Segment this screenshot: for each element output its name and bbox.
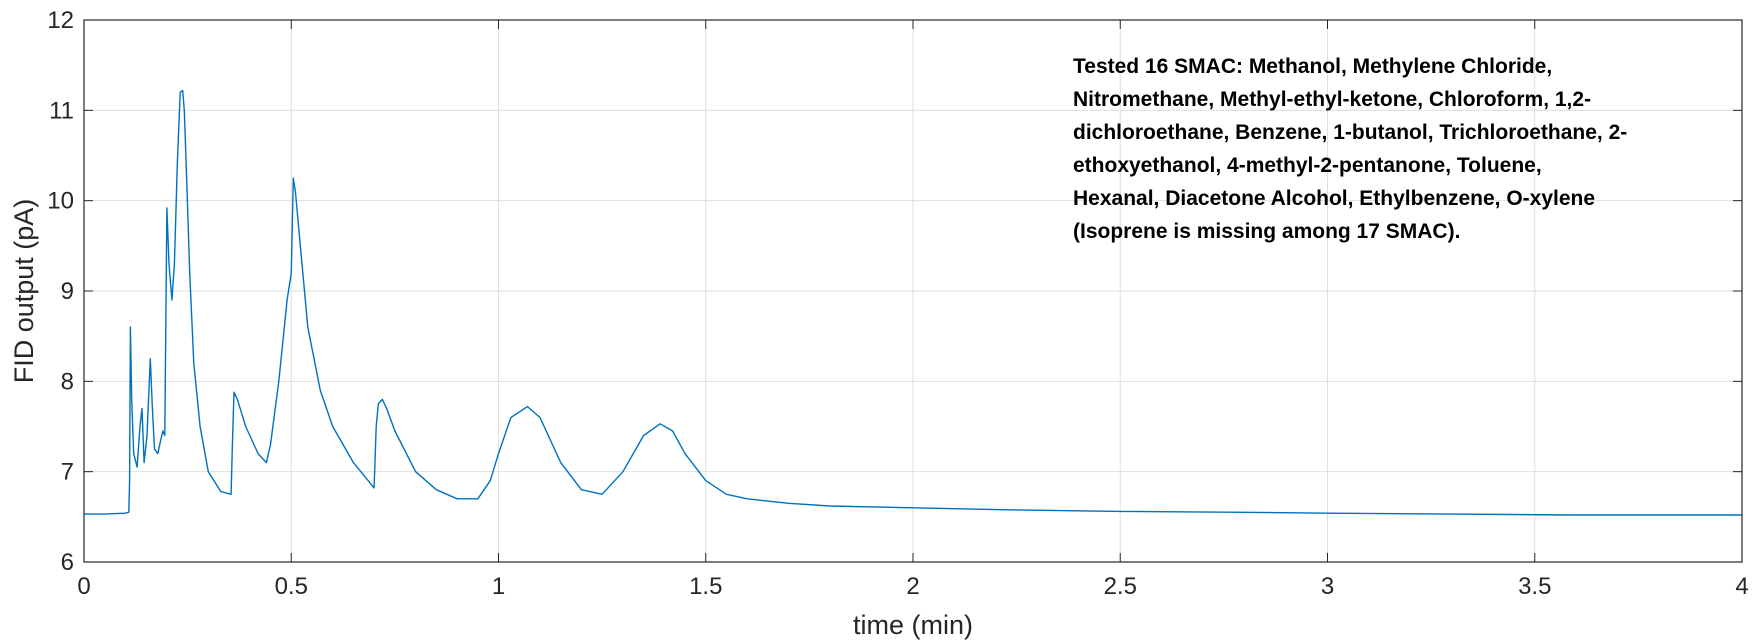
x-tick-label: 3.5 bbox=[1518, 573, 1551, 600]
x-tick-label: 1 bbox=[492, 573, 505, 600]
y-axis-label: FID output (pA) bbox=[9, 199, 39, 384]
x-axis-label: time (min) bbox=[853, 610, 973, 640]
y-tick-label: 6 bbox=[61, 549, 74, 576]
tick-marks bbox=[83, 19, 1743, 563]
x-tick-labels: 0 0.5 1 1.5 2 2.5 3 3.5 4 bbox=[77, 573, 1748, 600]
x-tick-label: 1.5 bbox=[689, 573, 722, 600]
y-tick-label: 12 bbox=[47, 7, 74, 34]
y-tick-label: 9 bbox=[61, 278, 74, 305]
series-group bbox=[84, 89, 1742, 516]
x-tick-label: 0 bbox=[77, 573, 90, 600]
y-tick-label: 7 bbox=[61, 459, 74, 486]
y-tick-label: 10 bbox=[47, 188, 74, 215]
x-tick-label: 4 bbox=[1735, 573, 1748, 600]
x-tick-label: 2 bbox=[906, 573, 919, 600]
series-line bbox=[84, 89, 1742, 516]
x-tick-label: 0.5 bbox=[275, 573, 308, 600]
y-tick-label: 11 bbox=[49, 97, 74, 124]
x-tick-label: 2.5 bbox=[1104, 573, 1137, 600]
y-tick-label: 8 bbox=[61, 368, 74, 395]
x-tick-label: 3 bbox=[1321, 573, 1334, 600]
y-tick-labels: 6 7 8 9 10 11 12 bbox=[47, 7, 74, 576]
chart-annotation: Tested 16 SMAC: Methanol, Methylene Chlo… bbox=[1073, 55, 1628, 243]
